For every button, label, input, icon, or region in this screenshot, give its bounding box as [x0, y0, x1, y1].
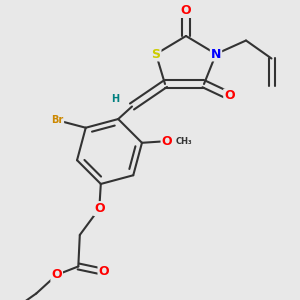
Text: S: S	[152, 47, 160, 61]
Text: O: O	[224, 89, 235, 103]
Text: Br: Br	[51, 115, 63, 125]
Text: O: O	[98, 266, 109, 278]
Text: O: O	[161, 135, 172, 148]
Text: O: O	[181, 4, 191, 17]
Text: O: O	[51, 268, 62, 281]
Text: O: O	[94, 202, 105, 215]
Text: N: N	[211, 47, 221, 61]
Text: CH₃: CH₃	[176, 137, 192, 146]
Text: H: H	[111, 94, 120, 104]
